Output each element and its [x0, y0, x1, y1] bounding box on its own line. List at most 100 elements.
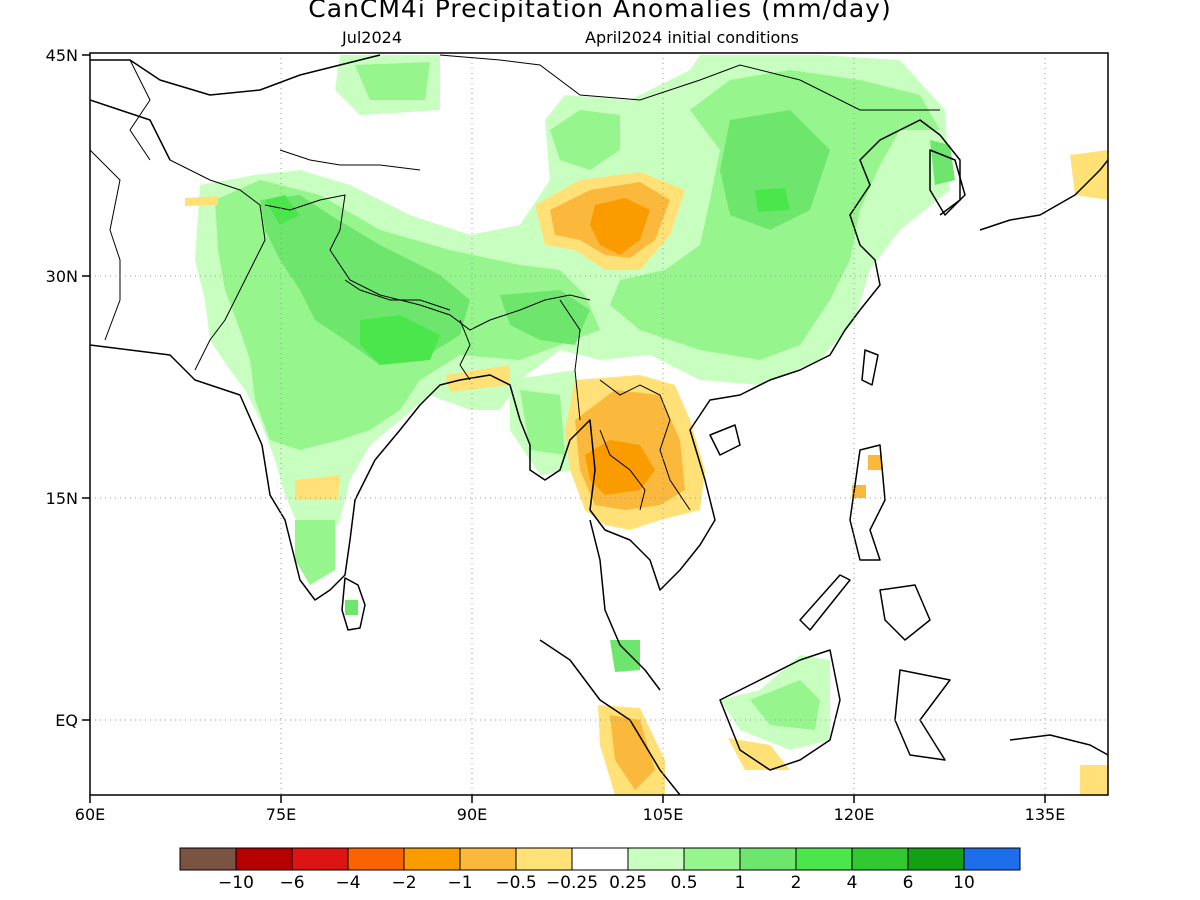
coastline-malay: [589, 519, 661, 691]
country-borders: [90, 54, 940, 511]
coastline-india: [209, 119, 961, 601]
anomaly-region-dry-light-luzon: [852, 485, 866, 498]
colorbar-label: −4: [335, 873, 360, 893]
anomaly-region-dry-pale-japan: [1070, 150, 1108, 200]
coastline-japan: [979, 159, 1108, 231]
anomaly-region-green-mongolia: [550, 110, 620, 170]
colorbar-label: 4: [847, 873, 858, 893]
anomaly-region-dry-orange-indochina: [585, 440, 655, 495]
colorbar-swatch: [291, 847, 349, 871]
border-line: [599, 379, 691, 511]
lon-label: 75E: [266, 805, 296, 824]
border-line: [169, 159, 266, 371]
colorbar-swatch: [235, 847, 293, 871]
coastline-korea: [929, 149, 966, 216]
border-line: [279, 149, 421, 171]
colorbar-label: 0.5: [670, 873, 697, 893]
colorbar-label: 0.25: [609, 873, 647, 893]
colorbar-label: −10: [218, 873, 254, 893]
colorbar-label: −6: [279, 873, 304, 893]
colorbar-swatch: [571, 847, 629, 871]
colorbar-swatch: [963, 847, 1021, 871]
colorbar-label: −0.5: [495, 873, 536, 893]
colorbar: −10 −6 −4 −2 −1 −0.5 −0.25 0.25 0.5 1 2 4 6 10: [179, 847, 1021, 893]
lat-label: EQ: [55, 711, 78, 730]
colorbar-swatch: [795, 847, 853, 871]
colorbar-label: −1: [447, 873, 472, 893]
border-line: [129, 59, 151, 161]
border-line: [559, 299, 581, 421]
anomaly-region-medium-green-tibet: [500, 290, 590, 345]
coastline-sumatra: [539, 639, 681, 795]
anomaly-region-bright-green-nw: [265, 195, 300, 225]
anomaly-region-dry-pale-west: [185, 196, 218, 206]
anomaly-region-dry-pale-borneo: [728, 738, 790, 770]
coastline-arabia: [90, 344, 211, 386]
colorbar-label: 6: [903, 873, 914, 893]
lon-label: 90E: [457, 805, 487, 824]
lat-label: 15N: [46, 489, 78, 508]
colorbar-swatch: [627, 847, 685, 871]
valid-month: Jul2024: [342, 28, 403, 47]
lon-label: 135E: [1025, 805, 1066, 824]
anomaly-region-green-southindia: [295, 520, 335, 585]
border-line: [90, 149, 121, 341]
colorbar-swatch: [739, 847, 797, 871]
coastline-luzon: [849, 444, 886, 561]
lon-labels: 60E 75E 90E 105E 120E 135E: [75, 805, 1066, 824]
colorbar-swatch: [179, 847, 237, 871]
border-line: [459, 319, 471, 381]
init-conditions: April2024 initial conditions: [585, 28, 799, 47]
coastline-north: [90, 54, 381, 96]
colorbar-label: 10: [953, 873, 975, 893]
anomaly-region-green-se: [520, 390, 565, 455]
anomaly-region-dry-orange-china: [590, 198, 650, 255]
anomaly-region-medium-green-china: [720, 110, 830, 230]
colorbar-swatch: [459, 847, 517, 871]
colorbar-swatch: [907, 847, 965, 871]
anomaly-region-dry-light-sumatra: [610, 715, 655, 790]
lat-label: 45N: [46, 46, 78, 65]
colorbar-swatch: [683, 847, 741, 871]
map-frame: [89, 52, 1109, 796]
anomaly-region-green-borneo: [750, 680, 820, 730]
lat-label: 30N: [46, 267, 78, 286]
anomaly-region-bright-green-india: [360, 315, 440, 365]
colorbar-label: 1: [735, 873, 746, 893]
anomaly-region-medium-green-korea: [930, 140, 955, 185]
map-title: CanCM4i Precipitation Anomalies (mm/day): [308, 0, 892, 23]
colorbar-swatch: [515, 847, 573, 871]
axis-ticks: [82, 54, 1046, 803]
border-line: [344, 279, 451, 311]
anomaly-region-medium-green-sumatra: [610, 640, 640, 672]
anomaly-region-medium-green-india: [260, 195, 470, 365]
border-line: [439, 54, 940, 111]
anomaly-region-dry-pale-bengal: [445, 365, 510, 392]
anomaly-region-bright-green-china: [755, 188, 790, 212]
anomaly-region-dry-pale-india: [295, 475, 340, 500]
colorbar-swatch: [851, 847, 909, 871]
colorbar-label: −0.25: [546, 873, 598, 893]
coastline-newguinea: [1009, 734, 1108, 756]
colorbar-label: −2: [391, 873, 416, 893]
lat-labels: 45N 30N 15N EQ: [46, 46, 78, 730]
colorbar-swatch: [403, 847, 461, 871]
coastline-srilanka: [341, 577, 366, 631]
anomaly-region-dry-pale-sea: [1080, 765, 1108, 795]
coastline-caspian: [90, 99, 171, 161]
lon-label: 120E: [834, 805, 875, 824]
colorbar-label: 2: [791, 873, 802, 893]
coastline-palawan: [799, 574, 851, 631]
coastline-mindanao: [879, 584, 931, 641]
coastline-sulawesi: [894, 669, 951, 761]
lon-label: 60E: [75, 805, 105, 824]
border-line: [599, 429, 646, 511]
anomaly-region-medium-green-srilanka: [345, 600, 358, 615]
anomaly-region-dry-light-philippines: [868, 455, 882, 470]
anomaly-region-green-north: [355, 62, 430, 100]
coastline-taiwan: [861, 349, 879, 386]
coastline-hainan: [709, 424, 741, 456]
anomaly-field: [185, 55, 1108, 795]
gridlines: [90, 53, 1108, 795]
